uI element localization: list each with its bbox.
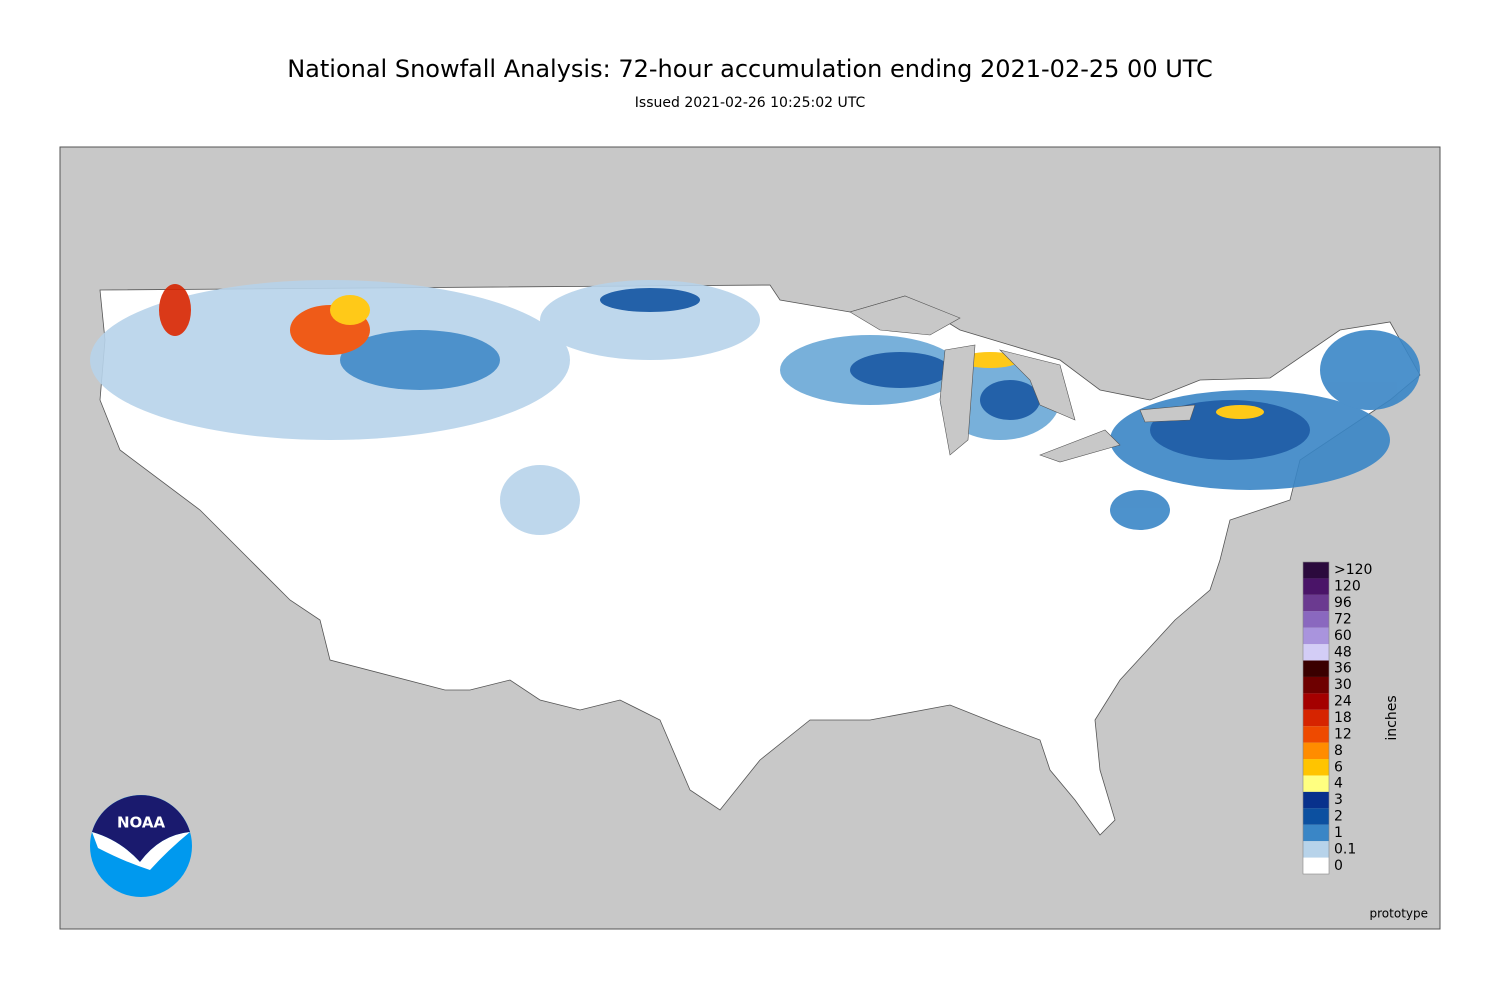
- legend-swatch: [1303, 594, 1329, 612]
- legend-swatch: [1303, 562, 1329, 579]
- legend-swatch: [1303, 709, 1329, 727]
- legend-label: 3: [1334, 792, 1343, 808]
- legend-frame: [1302, 561, 1330, 875]
- title: National Snowfall Analysis: 72-hour accu…: [287, 55, 1213, 83]
- legend-label: 120: [1334, 579, 1361, 595]
- legend-swatch: [1303, 857, 1329, 874]
- great-lakes: [849, 295, 1196, 463]
- legend-swatch: [1303, 775, 1329, 792]
- legend-label: 12: [1334, 726, 1352, 742]
- legend-label: 6: [1334, 759, 1343, 775]
- noaa-logo: NOAA: [90, 795, 192, 897]
- legend-label: 8: [1334, 743, 1343, 759]
- legend-swatch: [1303, 693, 1329, 710]
- legend-label: 36: [1334, 661, 1352, 677]
- legend-label: >120: [1334, 562, 1372, 578]
- footer-note: prototype: [1370, 907, 1428, 921]
- legend-label: 72: [1334, 611, 1352, 627]
- legend-swatch: [1303, 726, 1329, 743]
- legend-label: 4: [1334, 776, 1343, 792]
- legend-swatch: [1303, 742, 1329, 760]
- legend-label: 0: [1334, 858, 1343, 874]
- legend-label: 1: [1334, 825, 1343, 841]
- legend-swatch: [1303, 611, 1329, 628]
- legend-swatch: [1303, 660, 1329, 677]
- legend-swatch: [1303, 759, 1329, 776]
- legend-label: 48: [1334, 644, 1352, 660]
- legend-swatch: [1303, 644, 1329, 661]
- legend-swatch: [1303, 824, 1329, 842]
- legend-label: 2: [1334, 809, 1343, 825]
- legend-label: 18: [1334, 710, 1352, 726]
- legend-label: 60: [1334, 628, 1352, 644]
- legend-unit: inches: [1384, 695, 1400, 740]
- legend-label: 24: [1334, 694, 1352, 710]
- subtitle: Issued 2021-02-26 10:25:02 UTC: [635, 95, 866, 111]
- legend-swatch: [1303, 841, 1329, 858]
- legend-swatch: [1303, 578, 1329, 595]
- legend-label: 96: [1334, 595, 1352, 611]
- legend-swatch: [1303, 791, 1329, 809]
- legend-swatch: [1303, 808, 1329, 825]
- legend-swatch: [1303, 676, 1329, 694]
- legend-swatch: [1303, 627, 1329, 645]
- logo-text: NOAA: [117, 814, 166, 832]
- legend-label: 0.1: [1334, 841, 1356, 857]
- map: [59, 146, 1441, 930]
- legend-label: 30: [1334, 677, 1352, 693]
